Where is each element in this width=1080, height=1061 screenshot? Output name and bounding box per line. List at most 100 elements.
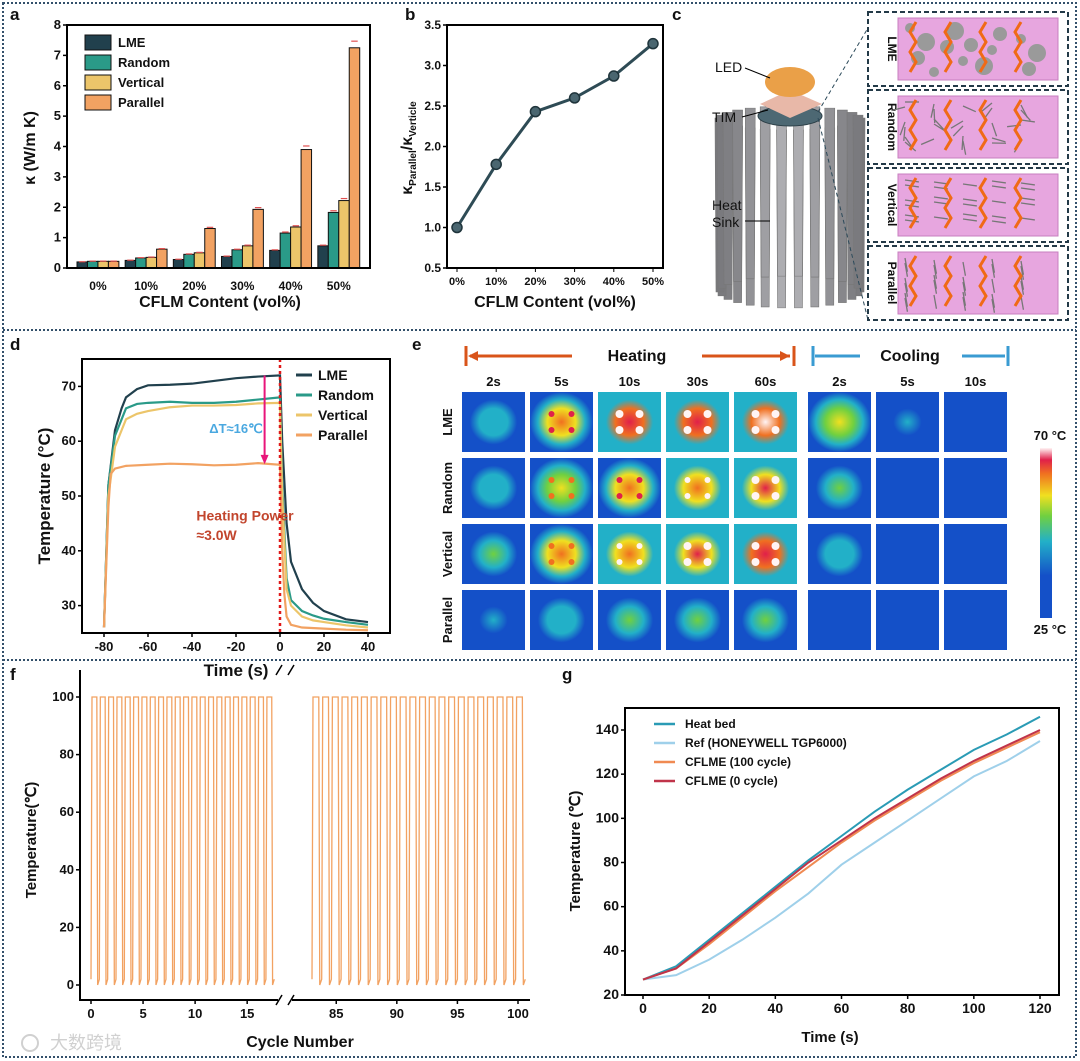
panel-label-f: f bbox=[10, 665, 16, 684]
fiber bbox=[962, 140, 967, 155]
x-category-label: 10% bbox=[485, 276, 507, 288]
leader-led bbox=[744, 67, 771, 79]
hot-spot bbox=[771, 492, 780, 500]
chart-f-ytick-label: 0 bbox=[67, 977, 74, 992]
legend-label: LME bbox=[118, 35, 146, 50]
thermal-image bbox=[530, 524, 593, 584]
legend-label: CFLME (0 cycle) bbox=[685, 774, 778, 788]
thermal-image bbox=[808, 590, 871, 650]
chart-a-ytick-label: 0 bbox=[54, 260, 61, 275]
x-category-label: 0% bbox=[449, 276, 465, 288]
particle bbox=[964, 38, 978, 52]
column-label: 10s bbox=[965, 374, 987, 389]
heat-sink-fin bbox=[824, 107, 836, 280]
fiber bbox=[962, 198, 977, 202]
heat-path bbox=[908, 255, 1023, 307]
heatmap-grid bbox=[462, 392, 1007, 650]
fiber bbox=[952, 125, 964, 137]
group-label-heating: Heating bbox=[608, 348, 667, 365]
series-line bbox=[642, 729, 1041, 981]
hot-spot bbox=[615, 426, 624, 434]
fiber bbox=[1020, 187, 1035, 191]
chart-d-ytick-label: 50 bbox=[62, 488, 76, 503]
fiber bbox=[962, 281, 967, 296]
chart-g-ytick-label: 100 bbox=[596, 809, 620, 825]
row-label: Parallel bbox=[440, 597, 455, 643]
fiber bbox=[991, 200, 1006, 204]
x-axis-title: CFLM Content (vol%) bbox=[139, 294, 301, 311]
hot-spot bbox=[751, 410, 760, 418]
fiber bbox=[991, 180, 1006, 184]
chart-f-ytick-label: 60 bbox=[60, 804, 74, 819]
fiber bbox=[1020, 295, 1025, 310]
series-line-vertical bbox=[102, 401, 369, 629]
fiber bbox=[962, 105, 977, 113]
fiber bbox=[1020, 217, 1035, 221]
hot-spot bbox=[616, 543, 623, 549]
column-label: 2s bbox=[486, 374, 500, 389]
x-category-label: 30% bbox=[230, 279, 254, 293]
thermal-image bbox=[666, 458, 729, 518]
fiber bbox=[1020, 260, 1025, 275]
thermal-image bbox=[530, 392, 593, 452]
label-heat-sink: Sink bbox=[712, 214, 740, 230]
chart-d-ytick-label: 30 bbox=[62, 598, 76, 613]
hot-spot bbox=[616, 477, 623, 483]
label-tim: TIM bbox=[712, 109, 736, 125]
inset-label: Vertical bbox=[885, 184, 899, 227]
chart-b-ytick-label: 2.0 bbox=[424, 140, 441, 154]
inset-matrix bbox=[897, 251, 1059, 315]
y-axis-title: κParallel/κVerticle bbox=[399, 101, 419, 195]
fiber bbox=[933, 181, 948, 185]
chart-f-xtick-label: 5 bbox=[139, 1006, 146, 1021]
bar-lme bbox=[269, 249, 281, 269]
fiber bbox=[904, 297, 909, 312]
fiber bbox=[1020, 119, 1035, 123]
chart-a-axes-frame bbox=[66, 24, 371, 269]
bar-lme bbox=[124, 259, 137, 269]
bar-random bbox=[279, 232, 292, 269]
fiber bbox=[991, 258, 996, 273]
panel-label-e: e bbox=[412, 335, 421, 354]
column-label: 30s bbox=[687, 374, 709, 389]
bar-vertical bbox=[97, 260, 109, 269]
y-axis-title-part: /κ bbox=[399, 137, 416, 150]
inset-frame bbox=[867, 11, 1069, 87]
fiber bbox=[980, 102, 993, 113]
bar-parallel bbox=[252, 208, 264, 269]
bar-parallel bbox=[107, 260, 120, 269]
panel-label-b: b bbox=[405, 5, 415, 24]
hot-spot bbox=[636, 477, 643, 483]
chart-b-ytick-label: 1.0 bbox=[424, 221, 441, 235]
thermal-image bbox=[462, 392, 525, 452]
particle bbox=[1028, 44, 1046, 62]
thermal-image bbox=[808, 458, 871, 518]
watermark: 大数跨境 bbox=[50, 1033, 122, 1053]
fiber bbox=[962, 296, 967, 311]
chart-f-axes bbox=[79, 670, 530, 1001]
bar-vertical bbox=[338, 200, 350, 269]
legend-label: Random bbox=[318, 387, 374, 403]
hot-spot bbox=[548, 493, 555, 499]
thermal-image bbox=[876, 524, 939, 584]
data-point bbox=[647, 37, 659, 50]
bar-lme bbox=[221, 255, 233, 269]
chart-a-ytick-label: 2 bbox=[54, 199, 61, 214]
bar-random bbox=[86, 260, 99, 269]
fiber bbox=[1020, 182, 1035, 186]
thermal-image bbox=[944, 392, 1007, 452]
hot-spot bbox=[751, 542, 760, 550]
colorbar bbox=[1040, 448, 1052, 618]
hot-spot bbox=[548, 411, 555, 417]
chart-d-ytick-label: 60 bbox=[62, 433, 76, 448]
chart-a-ytick-label: 6 bbox=[54, 78, 61, 93]
chart-f-ytick-label: 20 bbox=[60, 919, 74, 934]
thermal-image bbox=[876, 392, 939, 452]
chart-f-xtick-label: 100 bbox=[507, 1006, 529, 1021]
fiber bbox=[933, 201, 948, 205]
thermal-image bbox=[734, 524, 797, 584]
data-point bbox=[608, 70, 620, 82]
